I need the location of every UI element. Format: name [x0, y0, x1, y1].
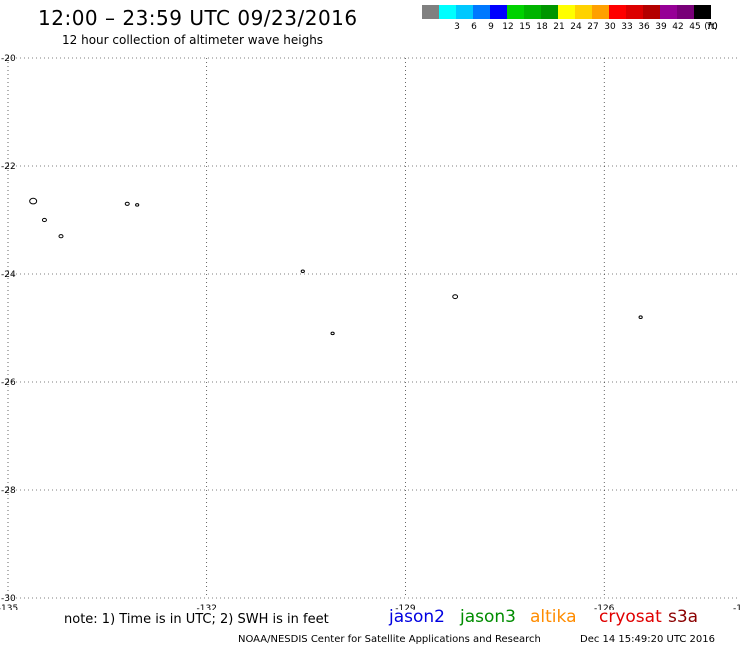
- island: [58, 234, 64, 239]
- scale-swatch: [660, 5, 677, 19]
- scale-label: 18: [536, 22, 548, 32]
- legend-s3a: s3a: [668, 607, 699, 627]
- x-tick-label: -129: [395, 604, 416, 610]
- scale-swatch: [609, 5, 626, 19]
- y-tick-label: -30: [1, 594, 16, 604]
- scale-swatch: [592, 5, 609, 19]
- legend-cryosat: cryosat: [599, 607, 662, 627]
- scale-swatch: [694, 5, 711, 19]
- island: [29, 197, 38, 205]
- page-subtitle: 12 hour collection of altimeter wave hei…: [62, 33, 324, 47]
- scale-label: 39: [655, 22, 667, 32]
- island: [452, 294, 459, 300]
- scale-swatch: [643, 5, 660, 19]
- y-tick-label: -20: [1, 54, 16, 64]
- scale-swatch: [575, 5, 592, 19]
- footer-timestamp: Dec 14 15:49:20 UTC 2016: [580, 634, 715, 645]
- scale-label: 15: [519, 22, 531, 32]
- scale-label: 36: [638, 22, 650, 32]
- x-tick-label: -124: [733, 604, 740, 610]
- scale-swatch: [473, 5, 490, 19]
- scale-label: 30: [604, 22, 616, 32]
- scale-label: 45: [689, 22, 701, 32]
- legend-jason2: jason2: [389, 607, 445, 627]
- legend-jason3: jason3: [460, 607, 516, 627]
- scale-label: 21: [553, 22, 565, 32]
- island: [124, 201, 130, 206]
- y-tick-label: -22: [1, 162, 16, 172]
- legend-altika: altika: [530, 607, 577, 627]
- scale-label: 3: [454, 22, 460, 32]
- scale-label: 6: [471, 22, 477, 32]
- footer-note: note: 1) Time is in UTC; 2) SWH is in fe…: [64, 612, 329, 627]
- scale-swatch: [490, 5, 507, 19]
- page-title: 12:00 – 23:59 UTC 09/23/2016: [38, 6, 358, 30]
- scale-label: 27: [587, 22, 599, 32]
- x-tick-label: -135: [0, 604, 18, 610]
- scale-swatch: [422, 5, 439, 19]
- scale-units: (ft): [704, 22, 718, 32]
- x-tick-label: -132: [197, 604, 217, 610]
- scale-swatch: [439, 5, 456, 19]
- scale-swatch: [558, 5, 575, 19]
- scale-label: 70: [706, 22, 718, 32]
- y-tick-label: -28: [1, 486, 16, 496]
- scale-swatch: [677, 5, 694, 19]
- scale-label: 33: [621, 22, 633, 32]
- scale-label: 24: [570, 22, 582, 32]
- scale-label: 42: [672, 22, 684, 32]
- island: [41, 217, 47, 223]
- footer-credit: NOAA/NESDIS Center for Satellite Applica…: [238, 634, 541, 645]
- scale-label: 9: [488, 22, 494, 32]
- scale-swatch: [524, 5, 541, 19]
- wave-height-map: -135-132-129-126-123-124-20-22-24-26-28-…: [0, 54, 740, 610]
- scale-swatch: [456, 5, 473, 19]
- island: [330, 331, 335, 336]
- x-tick-label: -126: [594, 604, 615, 610]
- island: [638, 315, 643, 319]
- island: [135, 203, 140, 207]
- island: [300, 269, 305, 274]
- scale-label: 12: [502, 22, 514, 32]
- scale-swatch: [541, 5, 558, 19]
- y-tick-label: -24: [1, 270, 16, 280]
- scale-swatch: [507, 5, 524, 19]
- y-tick-label: -26: [1, 378, 16, 388]
- scale-swatch: [626, 5, 643, 19]
